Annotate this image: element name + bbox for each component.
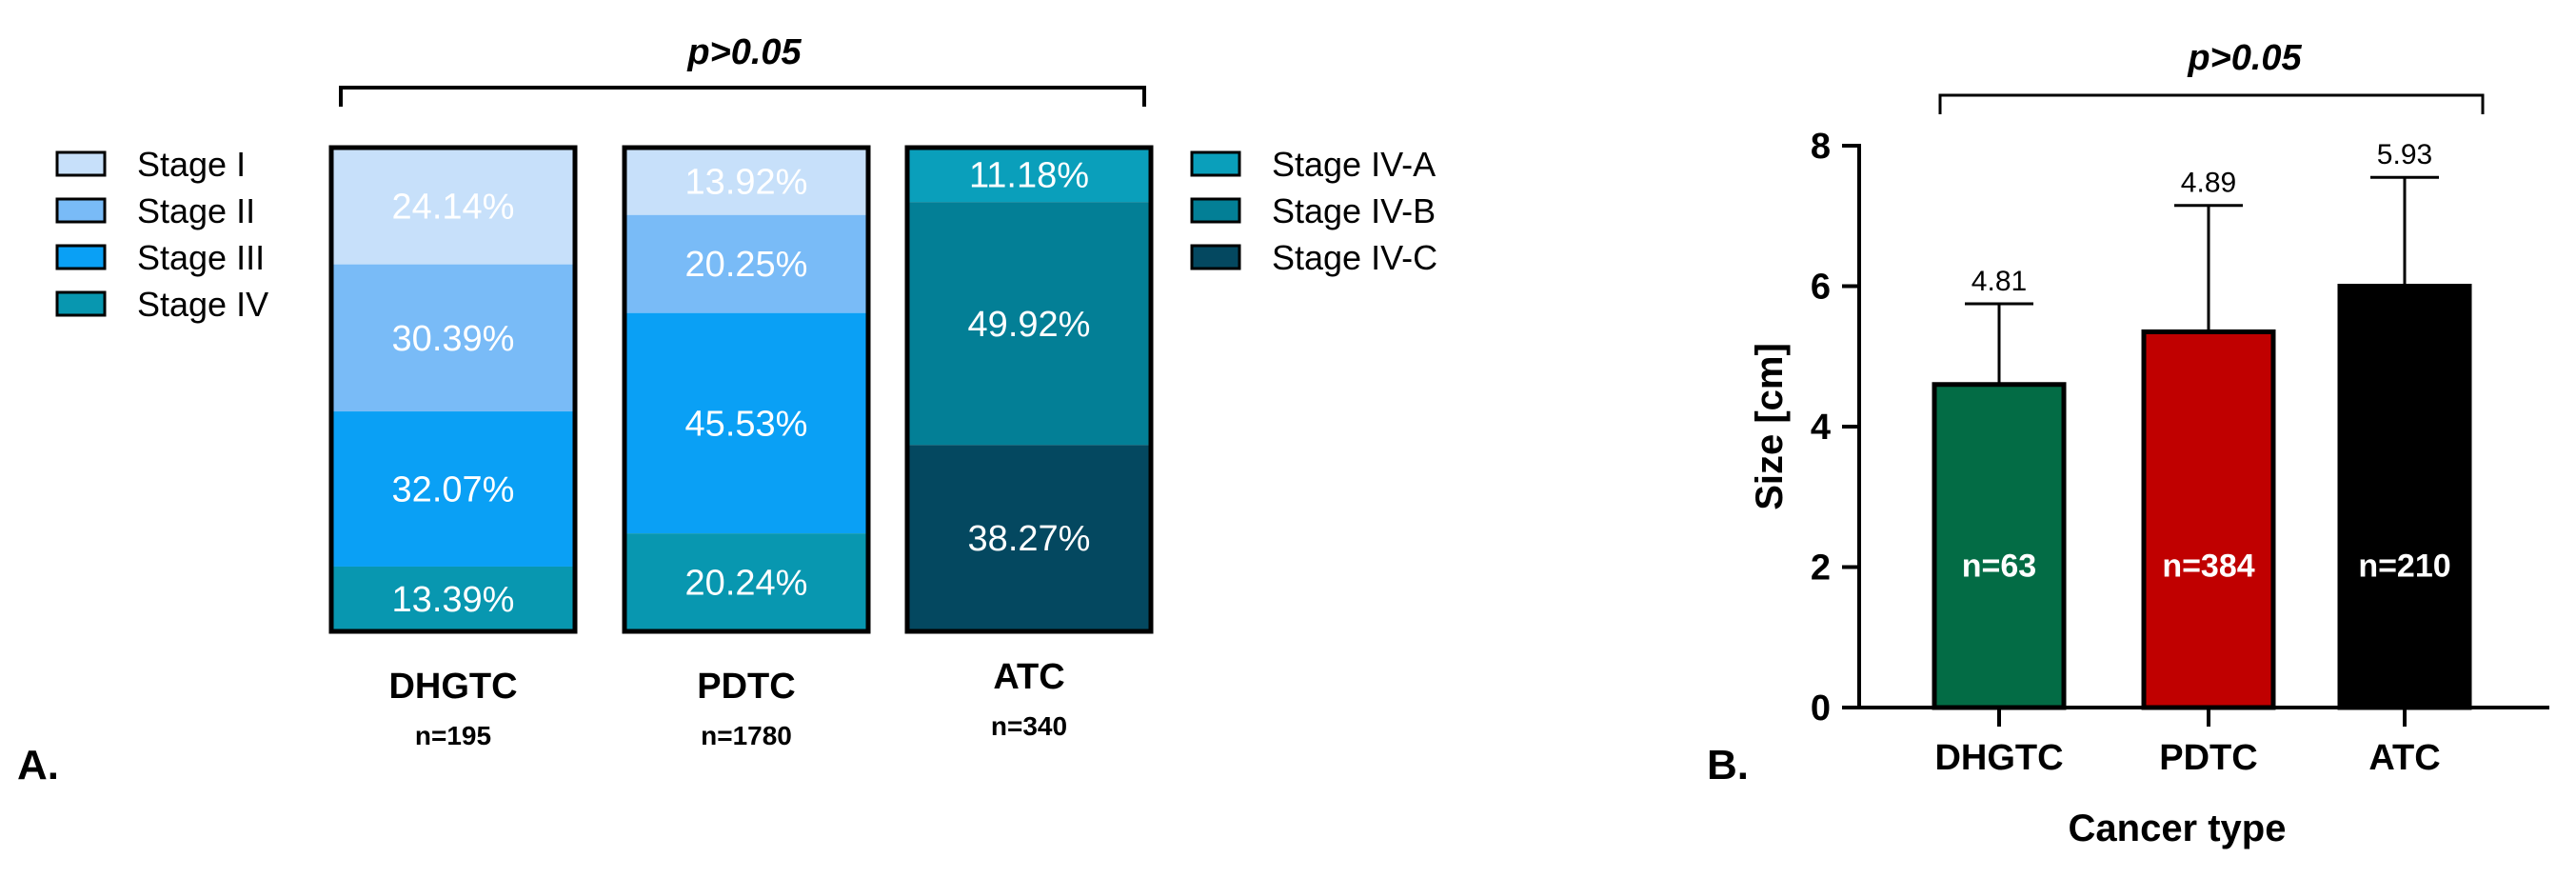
size-bar — [2141, 329, 2276, 710]
legend-right-item-label: Stage IV-C — [1272, 238, 1437, 277]
stack-segment-label: 49.92% — [968, 305, 1091, 345]
legend-left-item-label: Stage II — [137, 191, 255, 230]
y-tick-label: 8 — [1811, 127, 1831, 167]
y-axis-title: Size [cm] — [1749, 343, 1791, 510]
x-tick-label: ATC — [2368, 738, 2440, 778]
y-tick-label: 0 — [1811, 688, 1831, 728]
legend-right-item-swatch — [1190, 197, 1241, 224]
panel-a-label: A. — [17, 742, 59, 788]
stack-segment-label: 45.53% — [685, 404, 808, 444]
stack-segment-label: 24.14% — [392, 187, 515, 227]
stack-category-label: PDTC — [697, 667, 795, 707]
panel-b: B. p>0.05 0 2 4 6 8 DHGTC PDTC ATC 4.81 n=63 4.89… — [1707, 38, 2549, 849]
legend-right: Stage IV-A Stage IV-B Stage IV-C — [1190, 145, 1437, 277]
x-tick-label: DHGTC — [1934, 738, 2063, 778]
stack-category-label: ATC — [993, 657, 1064, 697]
error-bar-label: 4.89 — [2181, 168, 2236, 199]
stack-segment-label: 20.25% — [685, 245, 808, 285]
size-bars: 4.81 n=63 4.89 n=384 5.93 n=210 — [1932, 139, 2472, 710]
stack-category-n: n=1780 — [701, 721, 792, 750]
legend-left-item-label: Stage III — [137, 238, 265, 277]
legend-left-item-swatch — [55, 150, 107, 177]
bar-n-label: n=384 — [2162, 549, 2254, 585]
legend-left: Stage I Stage II Stage III Stage IV — [55, 145, 268, 324]
panel-b-label: B. — [1707, 742, 1749, 788]
error-bar-label: 5.93 — [2377, 139, 2432, 170]
x-tick-label: PDTC — [2159, 738, 2257, 778]
y-tick-label: 2 — [1811, 549, 1831, 589]
stack-bar-outline — [622, 145, 871, 634]
y-tick-label: 6 — [1811, 268, 1831, 308]
stack-segment — [907, 445, 1151, 631]
y-tick-label: 4 — [1811, 408, 1831, 448]
legend-right-item-swatch — [1190, 150, 1241, 177]
legend-right-item-swatch — [1190, 244, 1241, 270]
legend-left-item-label: Stage I — [137, 145, 246, 184]
legend-left-item-swatch — [55, 244, 107, 270]
stack-segment — [624, 533, 868, 631]
legend-left-item-swatch — [55, 197, 107, 224]
significance-label-b: p>0.05 — [2187, 38, 2302, 78]
size-bar — [2337, 284, 2472, 710]
stack-segment-label: 13.39% — [392, 580, 515, 620]
stack-segment — [331, 264, 575, 412]
stack-segment — [331, 411, 575, 567]
bar-n-label: n=63 — [1962, 549, 2036, 585]
stack-segment — [331, 148, 575, 265]
stack-category-n: n=195 — [415, 721, 491, 750]
stacked-category-labels: DHGTC n=195 PDTC n=1780 ATC n=340 — [388, 657, 1067, 750]
stack-segment-label: 32.07% — [392, 470, 515, 510]
stack-segment-label: 30.39% — [392, 319, 515, 359]
stack-category-label: DHGTC — [388, 667, 517, 707]
stack-bar-outline — [904, 145, 1154, 634]
stack-segment — [907, 202, 1151, 446]
significance-bracket-b — [1938, 93, 2485, 114]
legend-right-item-label: Stage IV-A — [1272, 145, 1436, 184]
legend-left-item-swatch — [55, 290, 107, 317]
x-axis-title: Cancer type — [2069, 808, 2287, 849]
stack-segment — [331, 566, 575, 631]
stack-segment — [624, 148, 868, 215]
stack-bar-outline — [328, 145, 578, 634]
error-bar-label: 4.81 — [1972, 266, 2027, 297]
bar-n-label: n=210 — [2358, 549, 2450, 585]
size-bar — [1932, 382, 2067, 710]
stacked-bars: 24.14% 30.39% 32.07% 13.39% 13.92% 20.25% 45.5… — [328, 145, 1154, 634]
legend-right-item-label: Stage IV-B — [1272, 191, 1436, 230]
legend-left-item-label: Stage IV — [137, 285, 268, 324]
significance-bracket-a — [339, 86, 1146, 107]
stack-segment-label: 38.27% — [968, 519, 1091, 559]
significance-label-a: p>0.05 — [686, 32, 802, 72]
stack-segment — [907, 148, 1151, 203]
stack-segment-label: 13.92% — [685, 162, 808, 202]
stack-segment-label: 20.24% — [685, 564, 808, 604]
stack-segment — [624, 214, 868, 313]
stack-segment-label: 11.18% — [969, 156, 1089, 196]
stack-segment — [624, 312, 868, 534]
stack-category-n: n=340 — [991, 711, 1067, 741]
